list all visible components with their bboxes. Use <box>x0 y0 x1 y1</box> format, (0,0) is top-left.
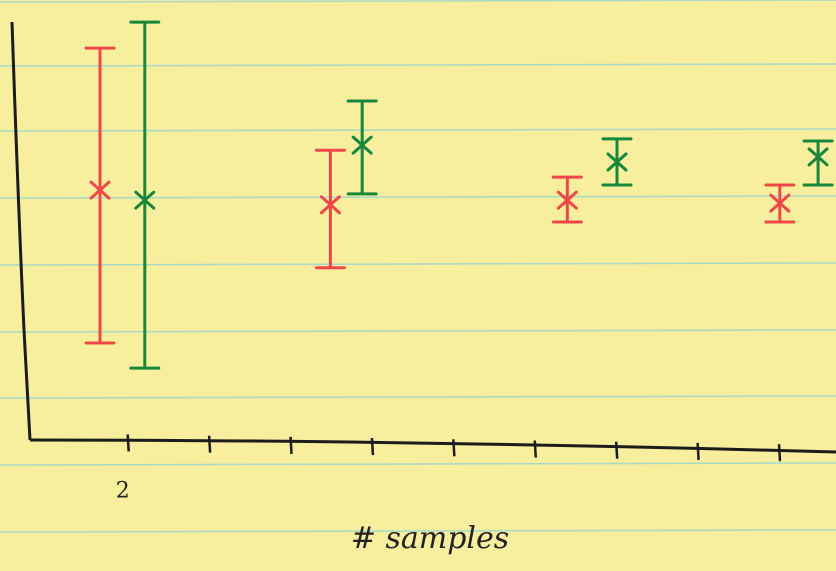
chart: # samples 2 <box>0 0 836 571</box>
x-axis <box>30 440 836 452</box>
page: {"chart_data": {"type": "errorbar", "xla… <box>0 0 836 571</box>
error-bar <box>316 150 344 268</box>
x-tick <box>209 436 210 453</box>
rule-line <box>0 64 836 66</box>
rule-line <box>0 463 836 465</box>
rule-line <box>0 129 836 131</box>
x-tick <box>372 438 373 455</box>
rule-line <box>0 196 836 198</box>
y-axis <box>12 22 30 440</box>
x-tick <box>535 441 536 458</box>
x-tick-label: 2 <box>116 478 130 503</box>
rule-line <box>0 0 836 2</box>
error-bar <box>804 141 832 185</box>
x-tick <box>698 443 699 460</box>
error-bar <box>131 22 159 368</box>
x-tick <box>616 442 617 459</box>
rule-line <box>0 330 836 332</box>
x-tick <box>291 437 292 454</box>
rule-line <box>0 396 836 398</box>
error-bar <box>348 101 376 194</box>
rule-line <box>0 263 836 265</box>
x-tick <box>453 439 454 456</box>
paper-rules <box>0 0 836 532</box>
x-tick <box>779 444 780 461</box>
x-tick <box>128 434 129 451</box>
error-bar <box>86 48 114 343</box>
x-axis-label: # samples <box>351 521 509 556</box>
